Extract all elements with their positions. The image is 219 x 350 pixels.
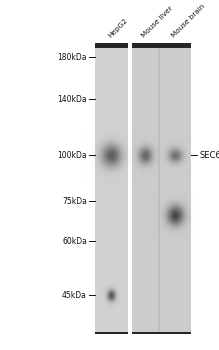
Text: HepG2: HepG2 xyxy=(107,17,129,39)
Text: SEC63: SEC63 xyxy=(200,150,219,160)
Text: Mouse liver: Mouse liver xyxy=(141,5,174,39)
Text: 75kDa: 75kDa xyxy=(62,196,87,205)
Text: 60kDa: 60kDa xyxy=(62,237,87,245)
Text: 140kDa: 140kDa xyxy=(57,94,87,104)
Text: 180kDa: 180kDa xyxy=(58,52,87,62)
Text: Mouse brain: Mouse brain xyxy=(171,4,206,39)
Text: 100kDa: 100kDa xyxy=(57,150,87,160)
Text: 45kDa: 45kDa xyxy=(62,290,87,300)
